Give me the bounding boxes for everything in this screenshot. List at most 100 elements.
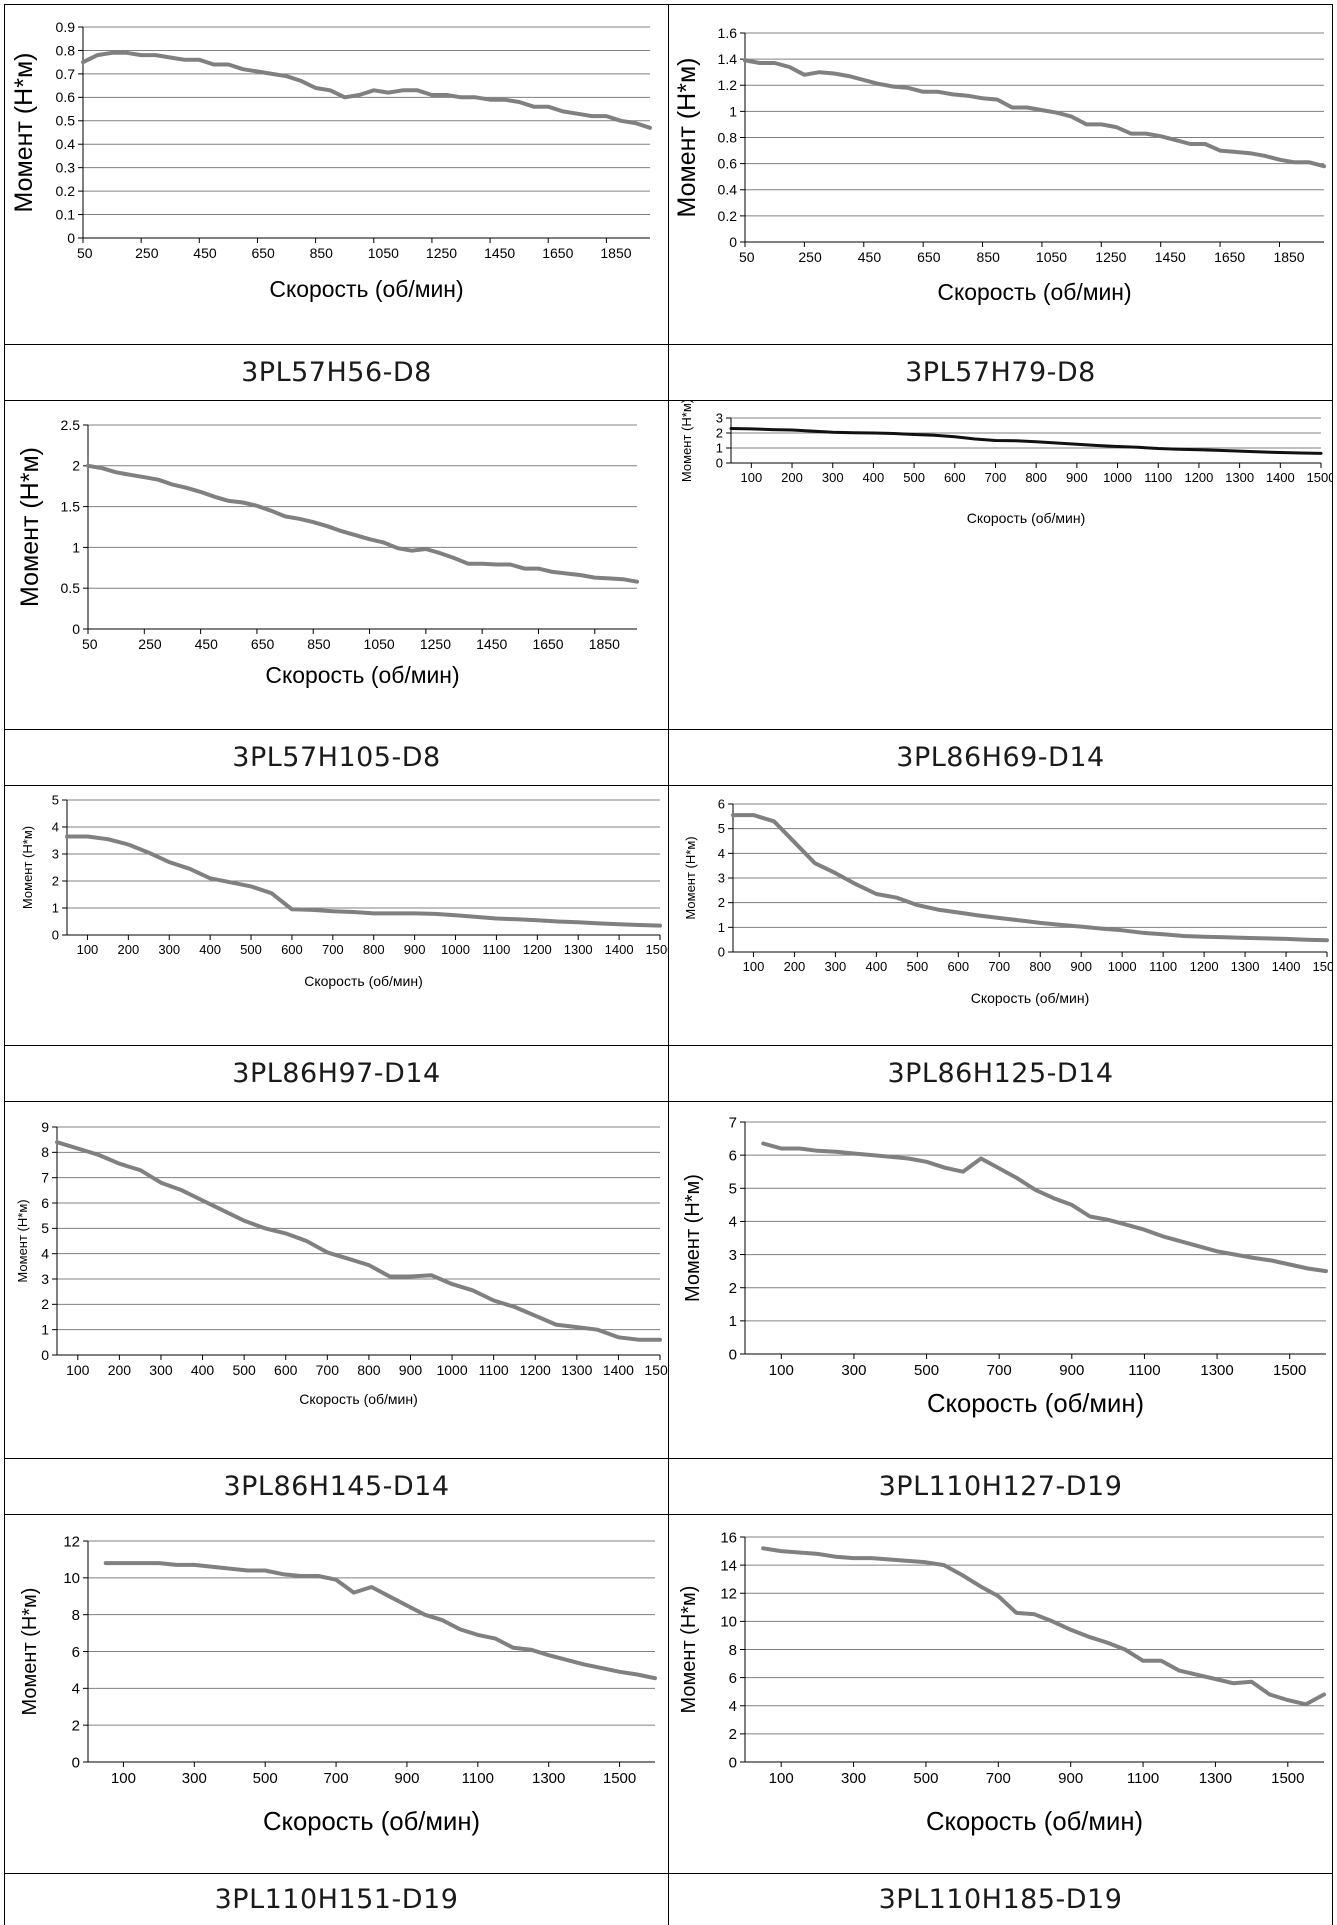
torque-series-line bbox=[729, 427, 1323, 455]
x-tick-label: 100 bbox=[743, 959, 765, 974]
x-axis-title: Скорость (об/мин) bbox=[265, 662, 459, 688]
y-tick-label: 0.6 bbox=[56, 89, 76, 105]
y-tick-label: 4 bbox=[52, 820, 59, 835]
x-tick-label: 1100 bbox=[482, 942, 510, 957]
x-axis-title: Скорость (об/мин) bbox=[269, 276, 463, 302]
x-tick-label: 500 bbox=[913, 1770, 938, 1787]
x-tick-label: 50 bbox=[82, 636, 98, 652]
row-separator bbox=[4, 785, 1333, 786]
x-tick-label: 700 bbox=[987, 1362, 1012, 1379]
chart-3PL110H151-D19: 0 2 4 6 8 10 12 100 300 500 700 900 1100 1300 1500 Скор… bbox=[19, 1533, 657, 1836]
x-tick-label: 1000 bbox=[1103, 470, 1132, 485]
x-tick-label: 1000 bbox=[441, 942, 470, 957]
chart-cell-3PL86H97-D14: 0 1 2 3 4 5 100 200 300 400 500 600 700 800 900 1000 110… bbox=[5, 786, 668, 1045]
x-tick-label: 200 bbox=[108, 1362, 132, 1378]
y-tick-label: 0.6 bbox=[718, 156, 738, 172]
x-tick-label: 400 bbox=[199, 942, 221, 957]
x-tick-label: 1450 bbox=[1155, 249, 1186, 265]
x-tick-label: 1200 bbox=[1184, 470, 1213, 485]
x-tick-label: 1200 bbox=[523, 942, 552, 957]
y-tick-label: 0.8 bbox=[56, 42, 76, 58]
y-tick-label: 9 bbox=[41, 1119, 49, 1135]
y-tick-label: 0.9 bbox=[56, 19, 76, 35]
torque-series-line bbox=[761, 1141, 1328, 1274]
y-tick-label: 0.4 bbox=[718, 182, 738, 198]
y-tick-label: 1 bbox=[716, 441, 723, 456]
x-tick-label: 250 bbox=[135, 245, 159, 261]
model-label-3PL110H127-D19: 3PL110H127-D19 bbox=[878, 1471, 1123, 1502]
table-border-top bbox=[4, 4, 1333, 5]
x-tick-label: 1000 bbox=[1108, 959, 1137, 974]
y-tick-label: 2 bbox=[729, 1726, 737, 1743]
x-tick-label: 1500 bbox=[1313, 959, 1332, 974]
x-tick-label: 600 bbox=[944, 470, 966, 485]
x-tick-label: 100 bbox=[769, 1362, 794, 1379]
chart-3PL86H145-D14: 0 1 2 3 4 5 6 7 8 9 100 200 300 400 500 600 700 800 900 100… bbox=[15, 1119, 668, 1407]
y-tick-label: 0 bbox=[729, 234, 737, 250]
x-tick-label: 850 bbox=[977, 249, 1001, 265]
x-tick-label: 50 bbox=[739, 249, 755, 265]
y-tick-label: 0 bbox=[41, 1347, 49, 1363]
model-label-3PL110H151-D19: 3PL110H151-D19 bbox=[214, 1884, 459, 1915]
x-tick-label: 1400 bbox=[603, 1362, 634, 1378]
x-tick-label: 700 bbox=[986, 1770, 1011, 1787]
row-separator bbox=[4, 729, 1333, 730]
y-tick-label: 0 bbox=[729, 1754, 737, 1771]
x-tick-label: 200 bbox=[781, 470, 803, 485]
y-axis-title: Момент (Н*м) bbox=[20, 826, 35, 909]
x-tick-label: 1300 bbox=[561, 1362, 592, 1378]
x-tick-label: 700 bbox=[988, 959, 1010, 974]
x-tick-label: 600 bbox=[281, 942, 303, 957]
x-tick-label: 500 bbox=[240, 942, 262, 957]
y-tick-label: 0.2 bbox=[718, 208, 738, 224]
y-tick-label: 0 bbox=[716, 456, 723, 471]
x-tick-label: 200 bbox=[784, 959, 806, 974]
x-axis-title: Скорость (об/мин) bbox=[971, 990, 1090, 1006]
row-separator bbox=[4, 1045, 1333, 1046]
x-tick-label: 900 bbox=[1070, 959, 1092, 974]
row-separator bbox=[4, 1873, 1333, 1874]
x-tick-label: 1400 bbox=[605, 942, 634, 957]
y-tick-label: 8 bbox=[72, 1607, 80, 1624]
x-tick-label: 1000 bbox=[436, 1362, 467, 1378]
chart-cell-3PL86H125-D14: 0 1 2 3 4 5 6 100 200 300 400 500 600 700 800 900 1000 11… bbox=[669, 786, 1332, 1045]
model-label-3PL86H145-D14: 3PL86H145-D14 bbox=[223, 1471, 450, 1502]
y-axis-title: Момент (Н*м) bbox=[683, 836, 698, 919]
x-tick-label: 300 bbox=[822, 470, 844, 485]
x-tick-label: 1100 bbox=[1149, 959, 1177, 974]
x-tick-label: 1250 bbox=[426, 245, 457, 261]
chart-3PL57H56-D8: 0 0.1 0.2 0.3 0.4 0.5 0.6 0.7 0.8 0.9 50 250 450 650 8… bbox=[10, 19, 652, 302]
y-tick-label: 3 bbox=[41, 1271, 49, 1287]
x-tick-label: 1200 bbox=[1190, 959, 1219, 974]
y-tick-label: 3 bbox=[718, 871, 725, 886]
x-tick-label: 450 bbox=[195, 636, 219, 652]
model-label-3PL57H79-D8: 3PL57H79-D8 bbox=[905, 357, 1096, 388]
x-tick-label: 900 bbox=[1066, 470, 1088, 485]
torque-series-line bbox=[731, 813, 1329, 943]
x-tick-label: 650 bbox=[251, 636, 275, 652]
y-tick-label: 6 bbox=[729, 1147, 737, 1164]
x-tick-label: 900 bbox=[1059, 1362, 1084, 1379]
x-tick-label: 300 bbox=[825, 959, 847, 974]
x-tick-label: 100 bbox=[66, 1362, 90, 1378]
x-tick-label: 1300 bbox=[532, 1770, 565, 1787]
x-tick-label: 1050 bbox=[1036, 249, 1067, 265]
y-tick-label: 6 bbox=[729, 1670, 737, 1687]
x-tick-label: 900 bbox=[394, 1770, 419, 1787]
x-tick-label: 1500 bbox=[1273, 1362, 1306, 1379]
x-tick-label: 1850 bbox=[600, 245, 631, 261]
x-tick-label: 300 bbox=[841, 1362, 866, 1379]
chart-cell-3PL57H79-D8: 0 0.2 0.4 0.6 0.8 1 1.2 1.4 1.6 50 250 450 650 850 105… bbox=[669, 5, 1332, 344]
y-axis-title: Момент (Н*м) bbox=[10, 53, 38, 213]
y-tick-label: 0.3 bbox=[56, 160, 76, 176]
x-tick-label: 650 bbox=[251, 245, 275, 261]
y-tick-label: 2 bbox=[729, 1280, 737, 1297]
chart-cell-3PL57H105-D8: 0 0.5 1 1.5 2 2.5 50 250 450 650 850 1050 1250 1450 16… bbox=[5, 401, 668, 729]
y-axis-title: Момент (Н*м) bbox=[678, 1586, 700, 1714]
y-tick-label: 2 bbox=[41, 1296, 49, 1312]
x-tick-label: 1500 bbox=[644, 1362, 668, 1378]
x-tick-label: 1300 bbox=[1225, 470, 1254, 485]
torque-series-line bbox=[86, 463, 639, 584]
y-tick-label: 1 bbox=[729, 103, 737, 119]
x-tick-label: 1300 bbox=[1199, 1770, 1232, 1787]
